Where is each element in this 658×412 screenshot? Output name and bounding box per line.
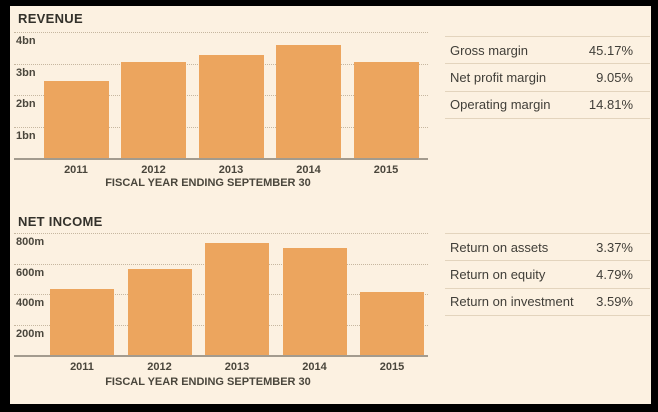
y-axis-tick-label: 400m [16, 297, 45, 309]
x-axis-label-2015: 2015 [379, 361, 405, 373]
revenue-x-axis-caption: FISCAL YEAR ENDING SEPTEMBER 30 [105, 177, 311, 189]
financials-panel: REVENUE 4bn 3bn 2bn 1bn 2011 2012 2013 2014 2015… [10, 6, 651, 404]
x-axis-label-2013: 2013 [224, 361, 250, 373]
stat-value: 14.81% [588, 97, 633, 113]
x-axis-label-2014: 2014 [302, 361, 327, 373]
stat-label: Return on investment [450, 294, 574, 310]
y-axis-tick-label: 800m [16, 236, 45, 248]
return-metrics-table: Return on assets 3.37% Return on equity 4.7… [445, 233, 650, 316]
net-income-x-axis-caption: FISCAL YEAR ENDING SEPTEMBER 30 [105, 376, 311, 388]
bar-2011 [43, 80, 109, 158]
stats-row: Return on investment 3.59% [445, 289, 650, 316]
stat-value: 3.59% [596, 294, 633, 310]
bar-2011 [50, 289, 114, 355]
y-axis-tick-label: 1bn [16, 129, 36, 142]
bar-2014 [282, 247, 347, 355]
x-axis-label-2013: 2013 [218, 164, 244, 176]
stats-row: Gross margin 45.17% [445, 37, 650, 65]
stats-row: Operating margin 14.81% [445, 92, 650, 119]
y-axis-tick-label: 3bn [16, 66, 36, 79]
stat-value: 4.79% [596, 266, 633, 282]
net-income-chart-title: NET INCOME [18, 214, 103, 229]
x-axis-label-2012: 2012 [141, 164, 166, 176]
y-axis-tick-label: 600m [16, 266, 45, 279]
revenue-chart-title: REVENUE [18, 11, 83, 26]
x-axis-label-2011: 2011 [70, 361, 94, 373]
bar-2012 [121, 62, 186, 158]
bar-2014 [276, 44, 341, 158]
revenue-plot-area: 4bn 3bn 2bn 1bn 2011 2012 2013 2014 2015 [14, 32, 428, 176]
margin-metrics-table: Gross margin 45.17% Net profit margin 9.05%… [445, 36, 650, 119]
y-gridline [14, 32, 428, 33]
stat-label: Net profit margin [450, 69, 547, 85]
stat-label: Return on assets [450, 239, 549, 255]
stats-row: Return on equity 4.79% [445, 261, 650, 289]
stat-label: Operating margin [450, 97, 551, 113]
x-axis-label-2014: 2014 [296, 164, 321, 176]
bar-2013 [205, 242, 269, 355]
stat-value: 3.37% [596, 239, 633, 255]
stat-label: Return on equity [450, 266, 546, 282]
stats-row: Return on assets 3.37% [445, 234, 650, 262]
stat-value: 9.05% [596, 69, 633, 85]
x-axis-label-2011: 2011 [64, 164, 88, 176]
y-axis-tick-label: 200m [16, 327, 45, 340]
y-axis-tick-label: 4bn [16, 35, 36, 47]
y-gridline [14, 233, 428, 234]
net-income-plot-area: 800m 600m 400m 200m 2011 2012 2013 2014 2015 [14, 233, 428, 373]
bar-2015 [360, 291, 424, 355]
x-axis-label-2015: 2015 [373, 164, 399, 176]
x-axis-label-2012: 2012 [147, 361, 172, 373]
y-axis-tick-label: 2bn [16, 98, 36, 110]
stat-label: Gross margin [450, 42, 529, 58]
bar-2012 [127, 268, 192, 355]
stats-row: Net profit margin 9.05% [445, 64, 650, 92]
bar-2013 [198, 54, 264, 158]
stat-value: 45.17% [588, 42, 633, 58]
bar-2015 [353, 61, 419, 158]
